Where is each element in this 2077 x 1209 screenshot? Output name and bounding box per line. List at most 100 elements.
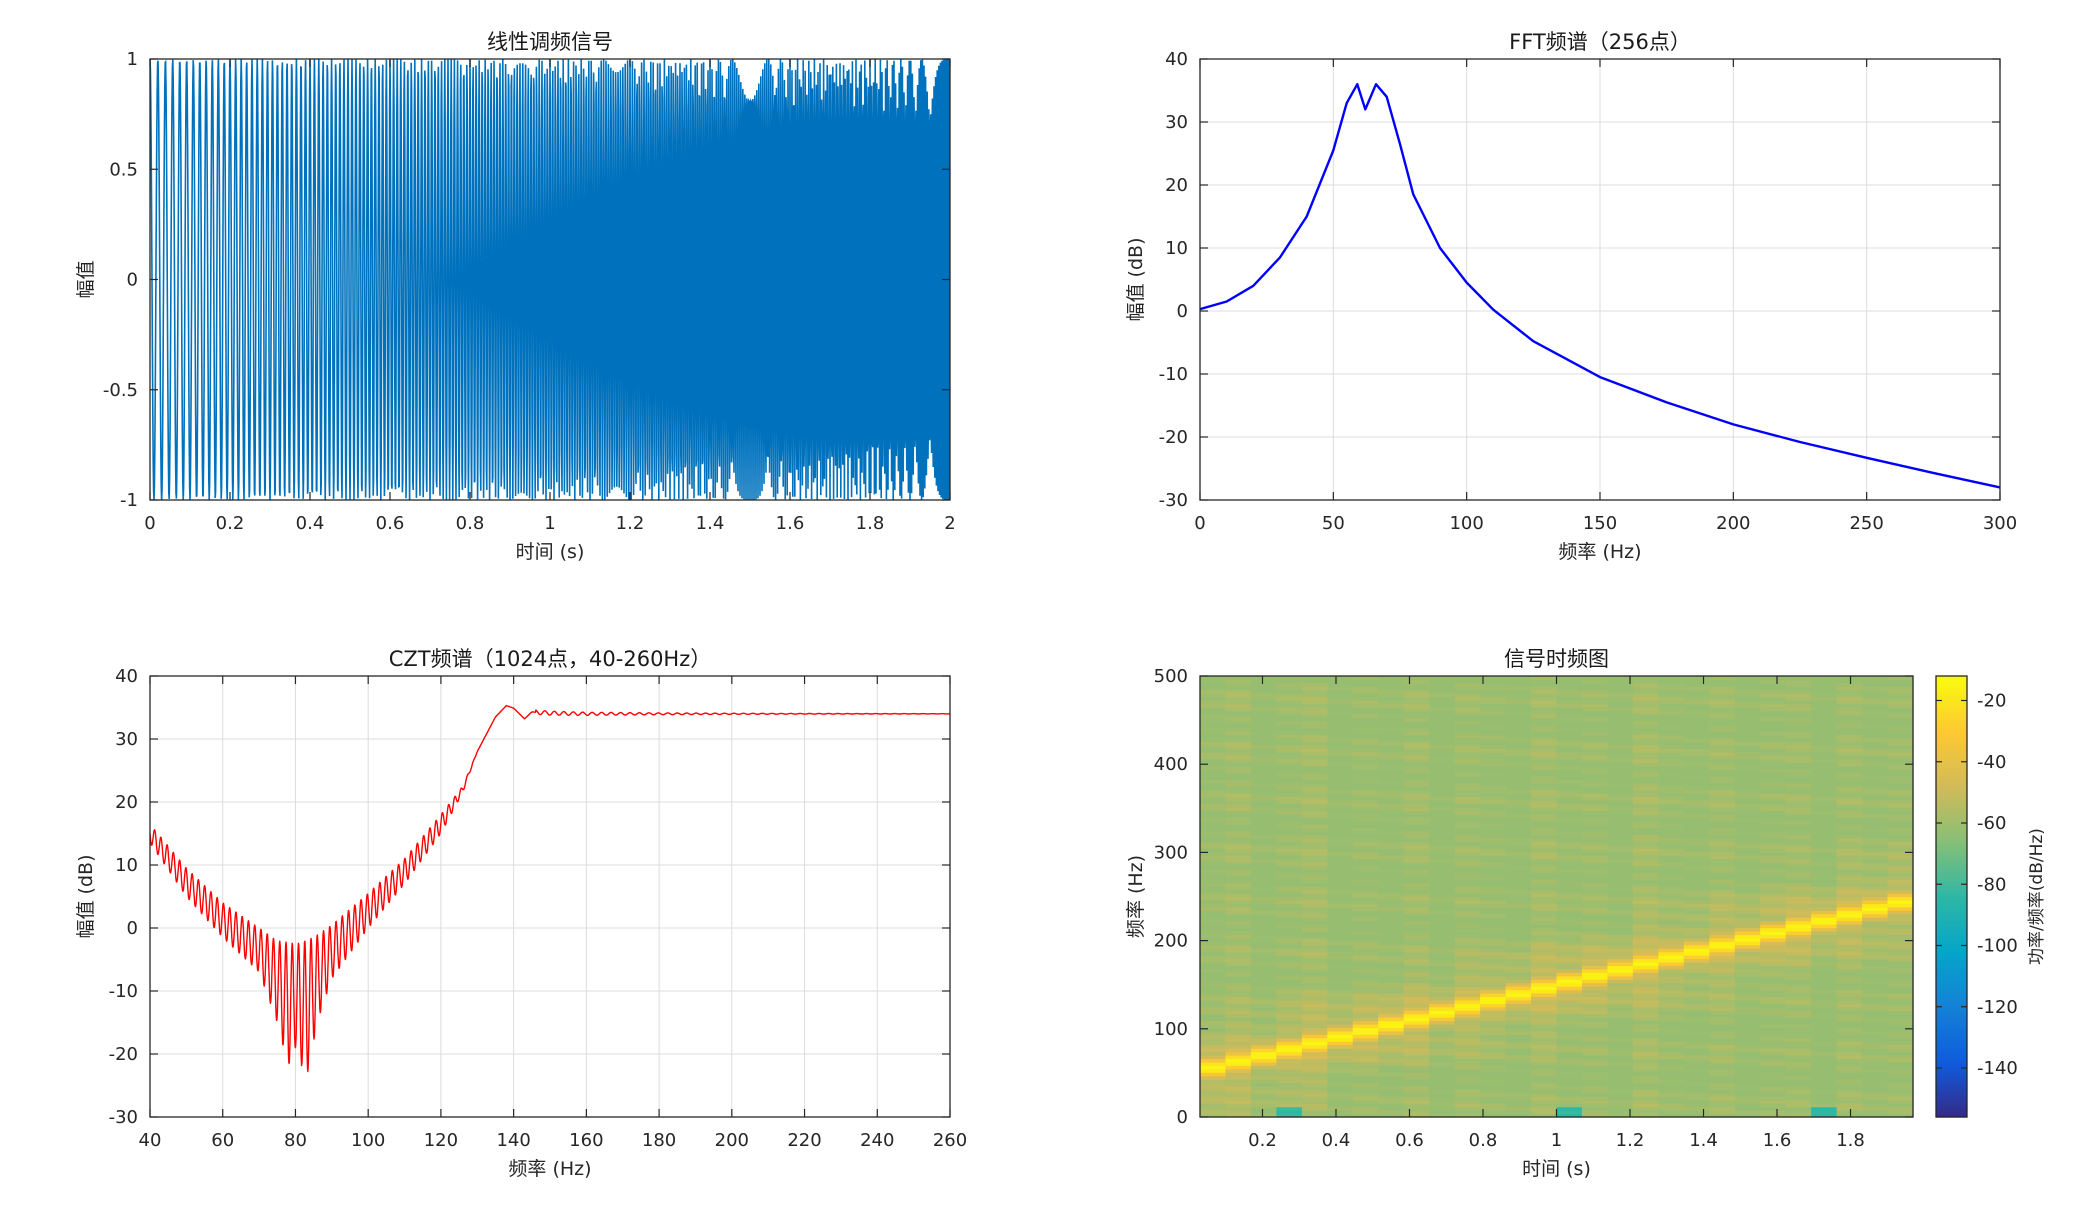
heatmap-cell [1200,800,1227,805]
heatmap-cell [1327,1054,1354,1060]
heatmap-cell [1301,720,1328,725]
heatmap-cell [1683,834,1710,839]
heatmap-cell [1556,1079,1583,1084]
heatmap-cell [1760,1034,1787,1039]
heatmap-cell [1327,1044,1354,1049]
heatmap-cell [1250,748,1277,753]
colorbar-segment [1936,1094,1967,1100]
heatmap-cell [1276,1030,1303,1035]
heatmap-cell [1709,762,1736,767]
heatmap-cell [1378,1044,1405,1049]
heatmap-cell [1225,844,1252,849]
heatmap-cell [1862,975,1889,980]
heatmap-cell [1505,903,1532,908]
heatmap-cell [1454,899,1481,904]
heatmap-cell [1836,755,1863,760]
x-tick-label: 0.2 [216,513,245,534]
heatmap-cell [1429,1079,1456,1084]
heatmap-cell [1480,686,1507,691]
heatmap-cell [1836,882,1863,887]
heatmap-cell [1531,806,1558,811]
heatmap-cell [1200,682,1227,687]
heatmap-cell [1505,1085,1532,1091]
heatmap-cell [1454,806,1481,811]
heatmap-cell [1454,906,1481,911]
heatmap-cell [1250,1085,1277,1091]
heatmap-cell [1556,906,1583,911]
heatmap-cell [1734,882,1761,887]
heatmap-cell [1480,710,1507,715]
heatmap-cell [1836,924,1863,929]
heatmap-cell [1454,862,1481,867]
heatmap-cell [1734,834,1761,839]
heatmap-cell [1505,930,1532,935]
heatmap-cell [1862,1065,1889,1070]
heatmap-cell [1581,786,1609,791]
heatmap-cell [1811,755,1838,760]
heatmap-cell [1709,851,1736,856]
heatmap-cell [1658,693,1685,698]
heatmap-cell [1709,700,1736,705]
heatmap-cell [1811,769,1838,774]
heatmap-cell [1403,906,1430,911]
colorbar-segment [1936,856,1967,861]
heatmap-cell [1734,1017,1761,1022]
heatmap-cell [1734,941,1761,946]
heatmap-cell [1480,1037,1507,1042]
heatmap-cell [1378,744,1405,749]
heatmap-cell [1378,751,1405,756]
heatmap-cell [1378,748,1405,753]
heatmap-cell [1301,762,1328,767]
heatmap-cell [1429,862,1456,867]
heatmap-cell [1225,851,1252,856]
heatmap-cell [1531,893,1558,898]
heatmap-cell [1760,1017,1787,1022]
heatmap-cell [1505,789,1532,794]
heatmap-cell [1403,1027,1430,1032]
heatmap-cell [1429,882,1456,887]
heatmap-cell [1760,682,1787,687]
heatmap-cell [1200,803,1227,808]
heatmap-cell [1480,882,1507,887]
heatmap-cell [1709,727,1736,732]
heatmap-cell [1225,686,1252,691]
heatmap-cell [1811,882,1838,887]
heatmap-cell [1709,958,1736,963]
heatmap-cell [1607,1106,1634,1111]
heatmap-cell [1378,1068,1405,1073]
heatmap-cell [1276,996,1303,1001]
heatmap-cell [1225,951,1252,956]
heatmap-cell [1327,769,1354,774]
heatmap-cell [1429,924,1456,929]
heatmap-cell [1581,1034,1609,1039]
heatmap-cell [1378,989,1405,994]
heatmap-cell [1454,813,1481,818]
heatmap-cell [1250,789,1277,794]
heatmap-cell [1734,758,1761,763]
heatmap-cell [1454,872,1481,877]
heatmap-cell [1785,775,1812,780]
heatmap-cell [1403,748,1430,753]
heatmap-cell [1327,889,1354,894]
heatmap-cell [1760,782,1787,787]
heatmap-cell [1505,800,1532,805]
heatmap-cell [1429,1082,1456,1087]
heatmap-cell [1352,851,1379,856]
heatmap-cell [1250,693,1277,698]
heatmap-cell [1429,796,1456,801]
heatmap-cell [1327,744,1354,749]
heatmap-cell [1811,958,1838,963]
heatmap-cell [1658,955,1685,960]
heatmap-cell [1327,827,1354,832]
heatmap-cell [1454,913,1481,918]
heatmap-cell [1658,920,1685,925]
heatmap-cell [1225,886,1252,891]
heatmap-cell [1862,682,1889,687]
heatmap-cell [1683,855,1710,860]
heatmap-cell [1301,868,1328,873]
heatmap-cell [1658,1103,1685,1108]
heatmap-cell [1658,865,1685,870]
colorbar-segment [1936,1091,1967,1096]
heatmap-cell [1811,844,1838,849]
heatmap-cell [1709,755,1736,760]
